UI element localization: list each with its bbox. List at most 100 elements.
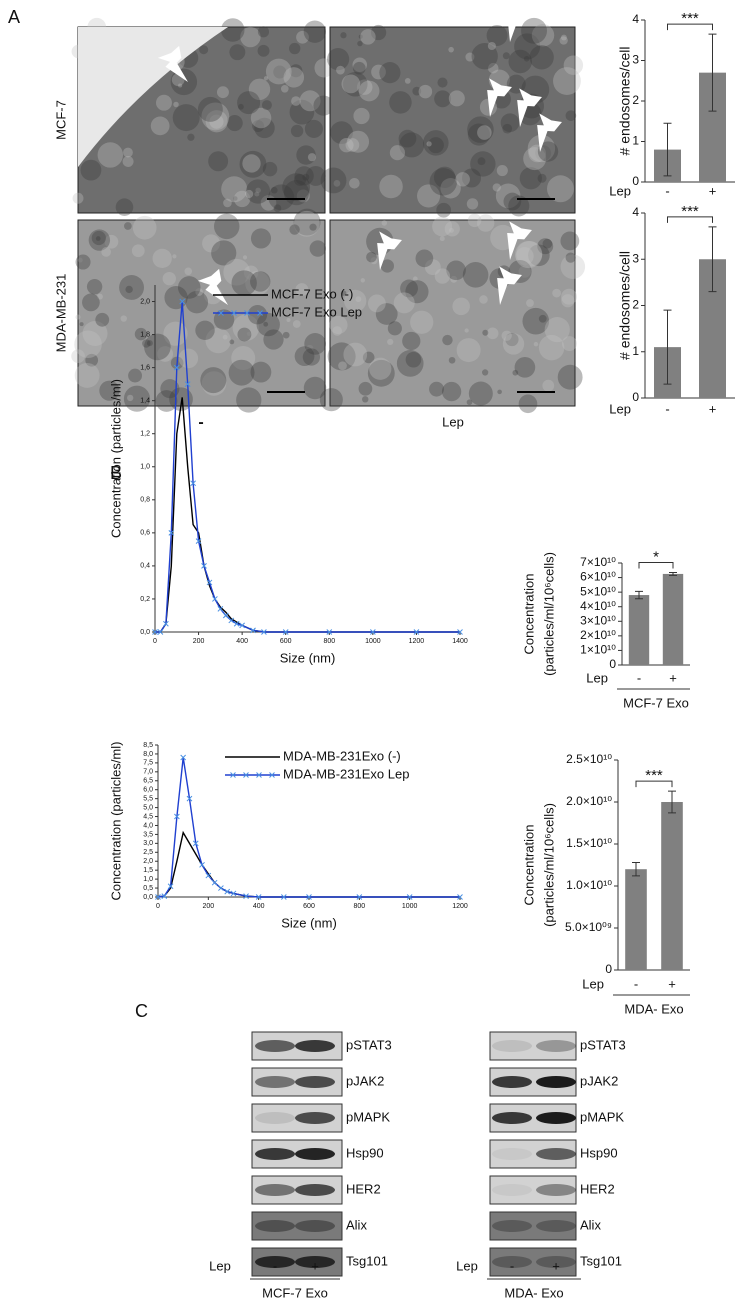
band [492,1076,532,1088]
texture [560,34,567,41]
error-bar [668,790,676,814]
texture [82,293,100,312]
texture [226,114,243,132]
texture [173,101,179,108]
texture [330,121,353,144]
marker [228,617,235,624]
texture [389,91,412,114]
texture [152,248,172,269]
band [255,1040,295,1052]
band [492,1112,532,1124]
texture [527,134,556,163]
texture [231,346,256,371]
texture [531,24,555,47]
band [255,1148,295,1160]
texture [199,45,209,55]
texture [508,49,532,74]
texture [561,288,577,305]
y-tick-label: 8,0 [143,751,153,758]
texture [162,271,176,286]
band [536,1112,576,1124]
protein-label: pJAK2 [346,1073,384,1088]
bar [628,595,650,665]
texture [187,133,195,141]
arrow [157,45,188,82]
texture [289,224,300,235]
texture [245,179,271,204]
texture [268,184,295,211]
texture [299,90,321,112]
texture [254,117,275,139]
marker [457,629,463,635]
y-tick-label: 3 [632,53,639,67]
x-tick-label: - [634,976,638,991]
texture [240,26,261,48]
texture [523,147,547,171]
texture [522,307,550,335]
band [295,1184,335,1196]
texture [518,394,538,414]
x-tick-label: 800 [323,638,335,645]
marker [192,840,199,847]
texture [424,259,441,276]
y-tick-label: 1,2 [140,431,150,438]
y-tick-label: 6,0 [143,787,153,794]
western-blots: pSTAT3 pJAK2 pMAPK Hsp90 HER2 Alix Tsg101 Lep - +… [209,1031,626,1300]
texture [523,56,530,62]
arrow [377,231,402,270]
texture [178,348,199,369]
x-tick-label: + [668,976,676,991]
band [536,1148,576,1160]
texture [332,326,343,336]
y-axis-label: # endosomes/cell [617,251,633,360]
group-label: MCF-7 Exo [262,1285,328,1300]
arrow [507,3,532,42]
texture [195,320,215,341]
marker [179,298,186,305]
texture [123,147,133,158]
texture [557,364,583,390]
y-tick-label: 3,0 [143,840,153,847]
texture [257,44,270,57]
y-axis-label: (particles/ml/10⁶cells) [541,552,556,676]
texture [119,275,145,300]
texture [233,196,238,201]
legend-marker [230,772,236,778]
marker [201,563,207,569]
texture [502,123,513,134]
texture [448,227,454,233]
protein-label: Alix [346,1217,367,1232]
texture [533,341,539,347]
texture [381,220,388,226]
blot-strip [251,1211,343,1241]
y-axis-label: (particles/ml/10⁶cells) [541,803,556,927]
column-label: - [198,414,203,431]
x-axis-label: Lep [609,183,631,198]
y-tick-label: 4 [632,12,639,26]
marker [261,629,267,635]
protein-label: Tsg101 [346,1253,388,1268]
y-tick-label: 3 [632,251,639,265]
texture [360,29,376,45]
texture [95,236,101,241]
texture [518,265,531,278]
texture [344,289,367,313]
texture [239,150,267,178]
texture [237,327,252,342]
texture [250,228,272,249]
texture [184,267,193,276]
texture [560,231,580,251]
texture [529,45,554,70]
texture [427,137,444,154]
series-line [155,397,460,633]
texture [389,145,406,161]
y-tick-label: 5,5 [143,795,153,802]
texture [467,123,490,146]
x-axis-label: Size (nm) [280,650,336,665]
y-tick-label: 5.0×10⁰⁹ [565,920,612,934]
texture [405,351,422,368]
significance: *** [681,10,699,27]
x-tick-label: 600 [303,903,315,910]
y-tick-label: 0 [605,962,612,976]
texture [293,210,320,237]
